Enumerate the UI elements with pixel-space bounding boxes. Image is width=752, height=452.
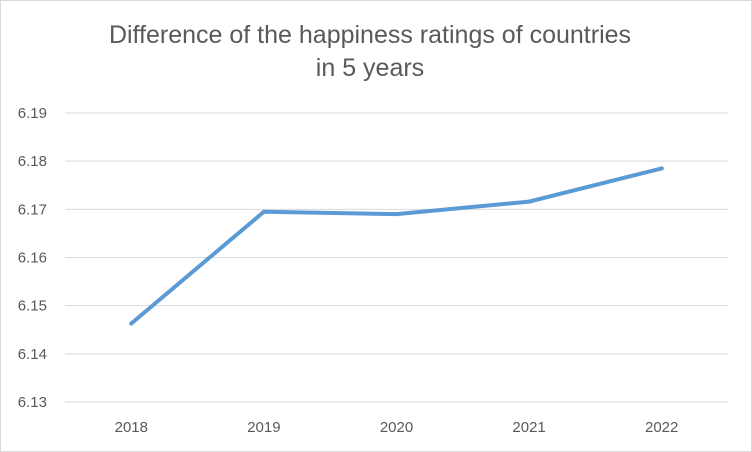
y-tick-label-6: 6.19 [18,105,47,122]
data-point-0-3 [527,199,532,204]
y-tick-label-3: 6.16 [18,250,47,267]
y-tick-label-2: 6.15 [18,298,47,315]
x-tick-label-3: 2021 [512,419,545,436]
data-point-0-4 [659,166,664,171]
x-tick-label-4: 2022 [645,419,678,436]
y-tick-label-5: 6.18 [18,153,47,170]
gridlines [65,112,728,403]
chart-title: Difference of the happiness ratings of c… [108,21,632,82]
y-tick-label-4: 6.17 [18,201,47,218]
data-point-0-2 [394,212,399,217]
x-tick-label-2: 2020 [380,419,413,436]
series-line-0 [129,166,664,326]
series-layer [129,166,664,326]
data-point-0-0 [129,321,134,326]
data-point-0-1 [261,209,266,214]
y-axis-tick-labels: 6.13 6.14 6.15 6.16 6.17 6.18 6.19 [18,105,47,411]
y-tick-label-0: 6.13 [18,394,47,411]
y-tick-label-1: 6.14 [18,346,47,363]
x-tick-label-0: 2018 [115,419,148,436]
x-tick-label-1: 2019 [247,419,280,436]
x-axis-tick-labels: 2018 2019 2020 2021 2022 [115,419,679,436]
